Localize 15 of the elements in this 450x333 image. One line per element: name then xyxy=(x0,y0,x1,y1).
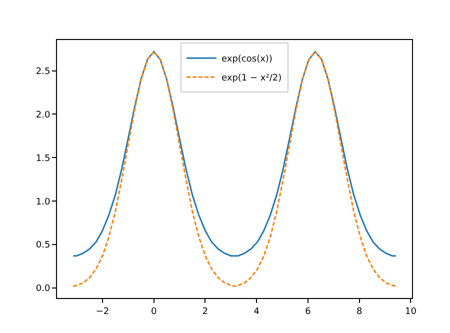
y-tick-label: 2.0 xyxy=(36,110,50,120)
x-tick-label: 10 xyxy=(404,306,417,317)
x-tick-label: 4 xyxy=(254,306,260,317)
y-tick-label: 0.5 xyxy=(36,240,50,251)
x-tick-label: 0 xyxy=(150,306,157,317)
x-tick-label: 6 xyxy=(305,306,312,317)
y-tick-label: 1.5 xyxy=(36,154,50,164)
y-tick-label: 2.5 xyxy=(36,66,50,77)
x-tick-label: −2 xyxy=(96,306,110,317)
y-tick-label: 1.0 xyxy=(36,197,50,208)
x-tick-label: 8 xyxy=(356,306,362,317)
x-tick-label: 2 xyxy=(202,306,208,317)
legend-label: exp(1 − x²/2) xyxy=(222,74,282,84)
legend-label: exp(cos(x)) xyxy=(222,54,272,65)
y-tick-label: 0.0 xyxy=(36,284,50,294)
